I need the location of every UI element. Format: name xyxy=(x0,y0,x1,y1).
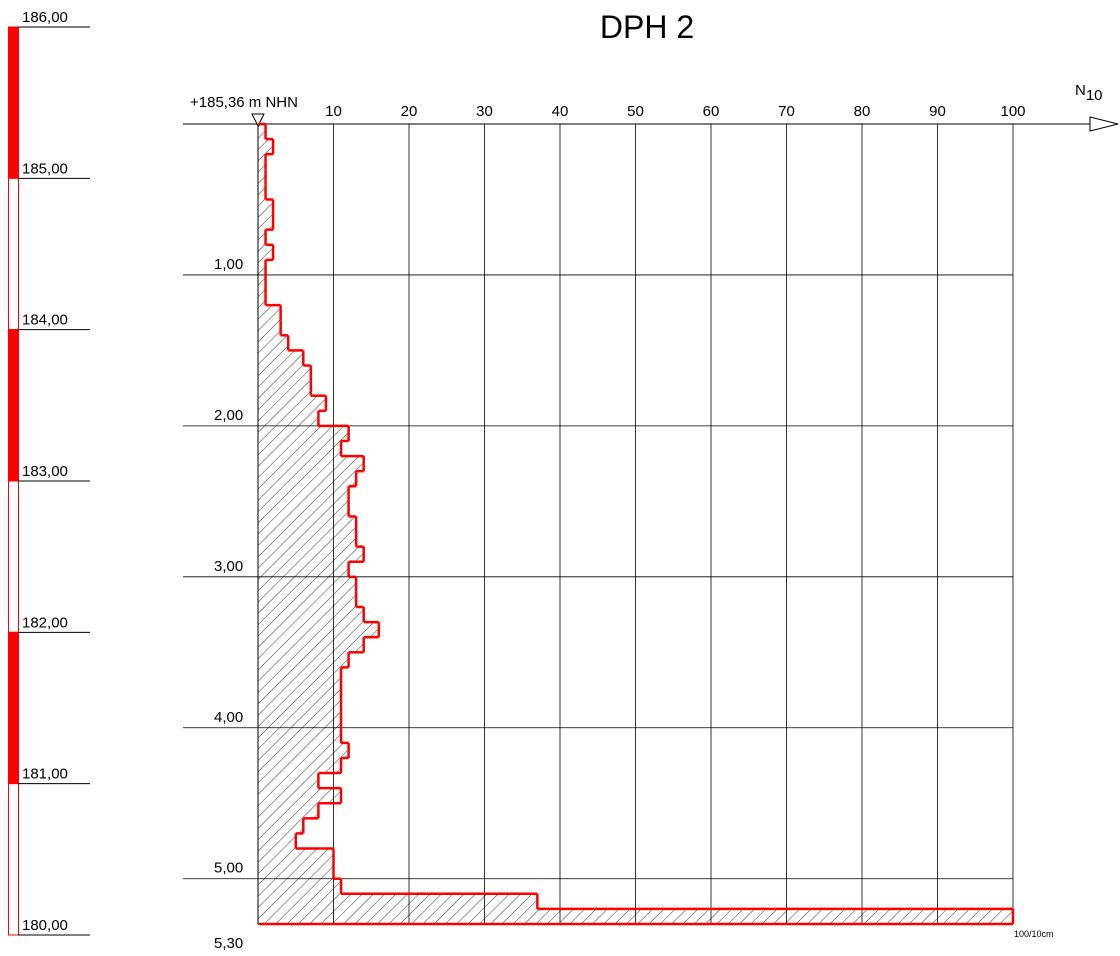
bar xyxy=(258,471,357,487)
bar xyxy=(258,425,349,441)
x-axis-label: N10 xyxy=(1075,82,1103,104)
elevation-tick-label: 184,00 xyxy=(22,312,68,329)
bar xyxy=(258,622,379,638)
elevation-tick-label: 182,00 xyxy=(22,614,68,631)
bar xyxy=(258,893,538,909)
x-tick-label: 30 xyxy=(476,103,493,120)
elevation-band xyxy=(8,480,19,633)
elevation-band xyxy=(8,783,19,936)
axis-arrow xyxy=(1089,116,1119,132)
x-tick-label: 40 xyxy=(552,103,569,120)
bar xyxy=(258,561,349,577)
elevation-tick-label: 185,00 xyxy=(22,160,68,177)
bar xyxy=(258,727,342,743)
bar xyxy=(258,410,319,426)
bar xyxy=(258,576,357,592)
bar xyxy=(258,863,334,879)
bar xyxy=(258,712,342,728)
bar xyxy=(258,682,342,698)
x-tick-label: 70 xyxy=(778,103,795,120)
bar xyxy=(258,848,334,864)
x-axis-label-sub: 10 xyxy=(1086,87,1103,104)
bar xyxy=(258,486,349,502)
elevation-band xyxy=(8,26,19,179)
x-tick-label: 80 xyxy=(854,103,871,120)
elevation-tick-label: 183,00 xyxy=(22,463,68,480)
elevation-band xyxy=(8,631,19,785)
elevation-band xyxy=(8,177,19,331)
bar xyxy=(258,697,342,713)
x-tick-label: 100 xyxy=(1000,103,1025,120)
elevation-band xyxy=(8,329,19,482)
reference-marker xyxy=(251,113,265,128)
chart-title: DPH 2 xyxy=(600,9,694,45)
bar xyxy=(258,305,281,321)
bar xyxy=(258,878,342,894)
bar xyxy=(258,607,364,623)
bar xyxy=(258,395,326,411)
bar xyxy=(258,244,274,260)
bar xyxy=(258,788,342,804)
x-tick-label: 90 xyxy=(929,103,946,120)
y-tick-label: 3,00 xyxy=(214,558,243,575)
elevation-tick-label: 180,00 xyxy=(22,917,68,934)
bar xyxy=(258,290,266,306)
bar xyxy=(258,169,266,185)
bar xyxy=(258,259,266,275)
x-axis-label-main: N xyxy=(1075,82,1086,99)
bar xyxy=(258,652,349,668)
bar xyxy=(258,335,289,351)
x-tick-label: 20 xyxy=(401,103,418,120)
bar xyxy=(258,591,357,608)
elevation-tick-label: 186,00 xyxy=(22,9,68,26)
bar xyxy=(258,833,296,849)
x-tick-label: 60 xyxy=(703,103,720,120)
bar xyxy=(258,199,274,215)
bar xyxy=(258,380,311,396)
bar xyxy=(258,501,349,517)
bar xyxy=(258,773,319,789)
bar xyxy=(258,818,304,834)
y-tick-label: 5,00 xyxy=(214,860,243,877)
bar xyxy=(258,350,304,366)
bar xyxy=(258,139,274,155)
x-tick-label: 50 xyxy=(627,103,644,120)
bar xyxy=(258,456,364,472)
y-tick-label: 4,00 xyxy=(214,709,243,726)
bar xyxy=(258,637,364,653)
x-tick-label: 10 xyxy=(325,103,342,120)
bar xyxy=(258,184,266,200)
bar xyxy=(258,154,266,170)
reference-label: +185,36 m NHN xyxy=(190,94,298,111)
bar xyxy=(258,531,357,547)
elevation-tick-label: 181,00 xyxy=(22,766,68,783)
bar xyxy=(258,742,349,758)
y-tick-label: 1,00 xyxy=(214,256,243,273)
y-tick-label: 5,30 xyxy=(214,935,243,952)
end-note: 100/10cm xyxy=(1014,929,1054,939)
bar xyxy=(258,803,319,819)
bar xyxy=(258,516,357,532)
bar xyxy=(258,667,342,683)
bar xyxy=(258,365,311,381)
bar xyxy=(258,214,274,230)
bar xyxy=(258,274,266,291)
bar xyxy=(258,124,266,140)
bar xyxy=(258,757,342,774)
bar xyxy=(258,320,281,336)
bar xyxy=(258,229,266,245)
bar xyxy=(258,546,364,562)
y-tick-label: 2,00 xyxy=(214,407,243,424)
bar xyxy=(258,440,342,457)
